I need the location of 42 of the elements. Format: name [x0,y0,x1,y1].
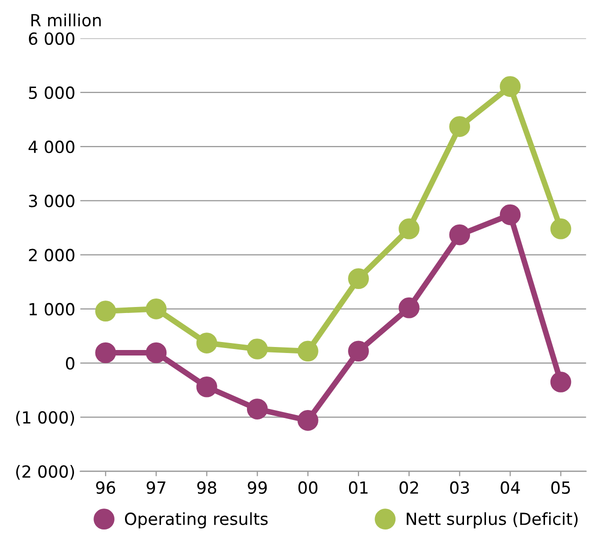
x-tick-label: 02 [400,481,418,494]
point [398,297,420,318]
x-tick-label: 99 [248,481,267,494]
point [398,218,420,240]
y-tick-label: 3 000 [29,194,74,208]
point [550,218,572,240]
point [196,332,218,354]
point [246,338,268,360]
point [246,398,268,420]
y-tick-label: 0 [66,357,74,370]
point [146,298,167,320]
y-axis-title: R million [31,14,101,26]
point [500,76,521,97]
point [95,342,116,364]
x-tick-label: 00 [298,481,318,494]
point [348,340,369,362]
point [348,268,369,290]
x-tick-label: 97 [146,481,166,494]
point [449,116,470,137]
x-tick-label: 96 [96,481,116,494]
y-tick-label: 5 000 [29,86,74,100]
point [196,376,218,398]
y-tick-label: 1 000 [30,302,74,316]
x-tick-label: 98 [197,481,216,494]
point [500,204,521,226]
x-tick-label: 04 [500,481,520,494]
y-tick-label: 4 000 [28,140,74,154]
y-tick-label: 2 000 [28,248,74,262]
point [550,372,572,392]
point [449,224,470,246]
point [297,410,318,431]
legend-label: Nett surplus (Deficit) [406,512,578,528]
point [297,340,318,362]
x-tick-label: 03 [450,481,469,494]
y-tick-label: (1 000) [16,410,74,426]
y-tick-label: 6 000 [28,32,74,45]
legend-label: Operating results [124,512,268,528]
x-tick-label: 01 [348,481,368,494]
y-tick-label: (2 000) [16,464,74,480]
x-tick-label: 05 [551,481,570,494]
point [146,342,167,364]
point [95,300,116,322]
